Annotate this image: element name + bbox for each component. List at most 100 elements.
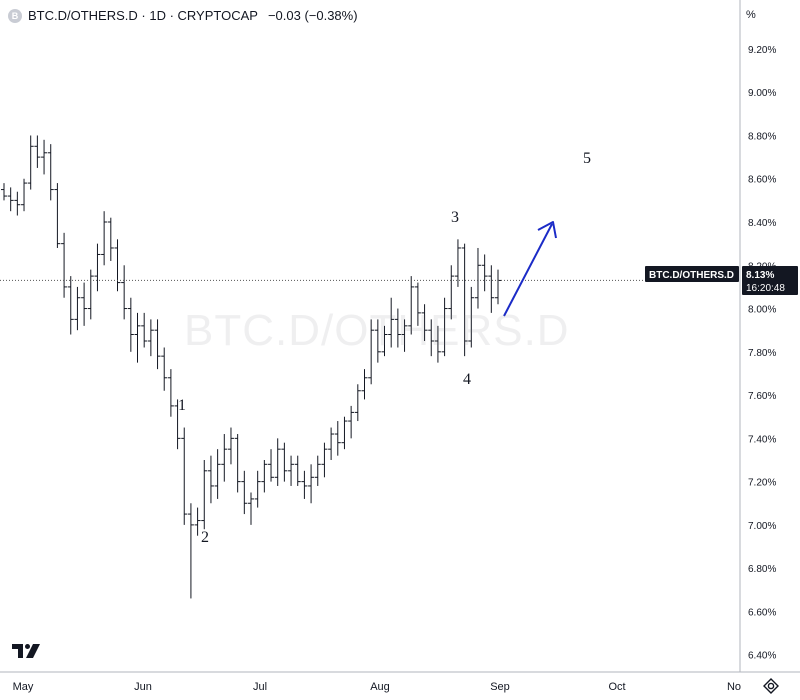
ohlc-bar <box>428 319 435 357</box>
projection-arrow <box>503 221 557 317</box>
time-tick-label: Jun <box>134 681 152 693</box>
ohlc-bars <box>1 135 501 599</box>
wave-label-4: 4 <box>463 371 471 388</box>
price-tick-label: 7.80% <box>748 348 776 359</box>
ohlc-bar <box>214 449 221 499</box>
price-axis-unit[interactable]: % <box>746 9 756 21</box>
ohlc-bar <box>314 455 321 486</box>
ohlc-bar <box>227 427 234 465</box>
time-tick-label: Oct <box>608 681 625 693</box>
ohlc-bar <box>161 347 168 391</box>
price-tick-label: 6.80% <box>748 564 776 575</box>
ohlc-bar <box>348 405 355 439</box>
ohlc-bar <box>181 427 188 525</box>
ohlc-bar <box>121 265 128 320</box>
price-axis: 9.20%9.00%8.80%8.60%8.40%8.20%8.00%7.80%… <box>748 45 776 662</box>
price-tick-label: 8.00% <box>748 305 776 316</box>
ohlc-bar <box>268 449 275 482</box>
time-axis: May Jun Jul Aug Sep Oct No <box>13 681 741 693</box>
last-price-symbol-bg <box>645 266 739 282</box>
time-tick-label: Aug <box>370 681 390 693</box>
ohlc-bar <box>481 254 488 292</box>
ohlc-bar <box>201 459 208 530</box>
ohlc-bar <box>401 319 408 352</box>
ohlc-bar <box>394 308 401 348</box>
ohlc-bar <box>174 399 181 450</box>
ohlc-bar <box>381 325 388 357</box>
ohlc-bar <box>47 144 54 201</box>
chart-header: B BTC.D/OTHERS.D · 1D · CRYPTOCAP −0.03 … <box>8 8 358 23</box>
ohlc-bar <box>107 217 114 261</box>
last-price-countdown: 16:20:48 <box>746 283 785 294</box>
ohlc-bar <box>414 282 421 326</box>
ohlc-bar <box>341 416 348 450</box>
price-change: −0.03 (−0.38%) <box>267 8 358 23</box>
ohlc-bar <box>468 286 475 348</box>
ohlc-bar <box>94 243 101 292</box>
ohlc-bar <box>81 282 88 326</box>
ohlc-bar <box>254 470 261 508</box>
ohlc-bar <box>368 319 375 385</box>
ohlc-bar <box>328 427 335 460</box>
ohlc-bar <box>448 265 455 320</box>
symbol-watermark: BTC.D/OTHERS.D <box>184 306 570 355</box>
ohlc-bar <box>474 247 481 309</box>
price-tick-label: 8.40% <box>748 218 776 229</box>
wave-annotations: 1 2 3 4 5 <box>178 150 591 546</box>
time-tick-label: Sep <box>490 681 510 693</box>
ohlc-bar <box>281 442 288 482</box>
price-tick-label: 7.00% <box>748 521 776 532</box>
ohlc-bar <box>388 297 395 348</box>
settings-gear-icon[interactable] <box>762 678 780 699</box>
price-tick-label: 9.00% <box>748 88 776 99</box>
wave-label-1: 1 <box>178 397 186 414</box>
last-price-tag: BTC.D/OTHERS.D 8.13% 16:20:48 <box>645 266 798 295</box>
ohlc-bar <box>27 135 34 190</box>
ohlc-bar <box>167 369 174 417</box>
ohlc-bar <box>261 459 268 493</box>
ohlc-bar <box>241 470 248 515</box>
ohlc-bar <box>67 276 74 335</box>
ohlc-bar <box>1 183 7 201</box>
ohlc-bar <box>207 455 214 504</box>
arrow-head <box>537 221 557 239</box>
ohlc-bar <box>274 438 281 486</box>
ohlc-bar <box>34 135 41 168</box>
ohlc-bar <box>194 507 201 536</box>
ohlc-bar <box>361 369 368 400</box>
ohlc-bar <box>187 503 194 599</box>
time-tick-label: Jul <box>253 681 267 693</box>
ohlc-bar <box>61 232 68 298</box>
price-tick-label: 7.60% <box>748 391 776 402</box>
ohlc-bar <box>441 297 448 357</box>
ohlc-bar <box>147 319 154 357</box>
ohlc-bar <box>408 276 415 335</box>
price-tick-label: 9.20% <box>748 45 776 56</box>
price-tick-label: 7.40% <box>748 434 776 445</box>
price-tick-label: 8.60% <box>748 175 776 186</box>
ohlc-bar <box>334 421 341 456</box>
ohlc-bar <box>127 297 134 352</box>
ohlc-bar <box>134 312 141 363</box>
ohlc-bar <box>461 243 468 357</box>
wave-label-3: 3 <box>451 209 459 226</box>
wave-label-2: 2 <box>201 529 209 546</box>
symbol-title[interactable]: BTC.D/OTHERS.D · 1D · CRYPTOCAP <box>28 8 258 23</box>
ohlc-bar <box>21 178 28 212</box>
price-tick-label: 6.60% <box>748 607 776 618</box>
ohlc-bar <box>301 470 308 499</box>
ohlc-bar <box>74 286 81 331</box>
ohlc-bar <box>488 265 495 313</box>
last-price-value: 8.13% <box>746 270 774 281</box>
tradingview-logo-icon[interactable] <box>12 642 42 665</box>
ohlc-bar <box>154 319 161 370</box>
ohlc-bar <box>114 239 121 292</box>
arrow-shaft <box>503 223 553 317</box>
ohlc-bar <box>308 464 315 504</box>
ohlc-bar <box>248 492 254 525</box>
ohlc-bar <box>14 191 21 216</box>
price-tick-label: 7.20% <box>748 478 776 489</box>
price-tick-label: 6.40% <box>748 651 776 662</box>
wave-label-5: 5 <box>583 150 591 167</box>
